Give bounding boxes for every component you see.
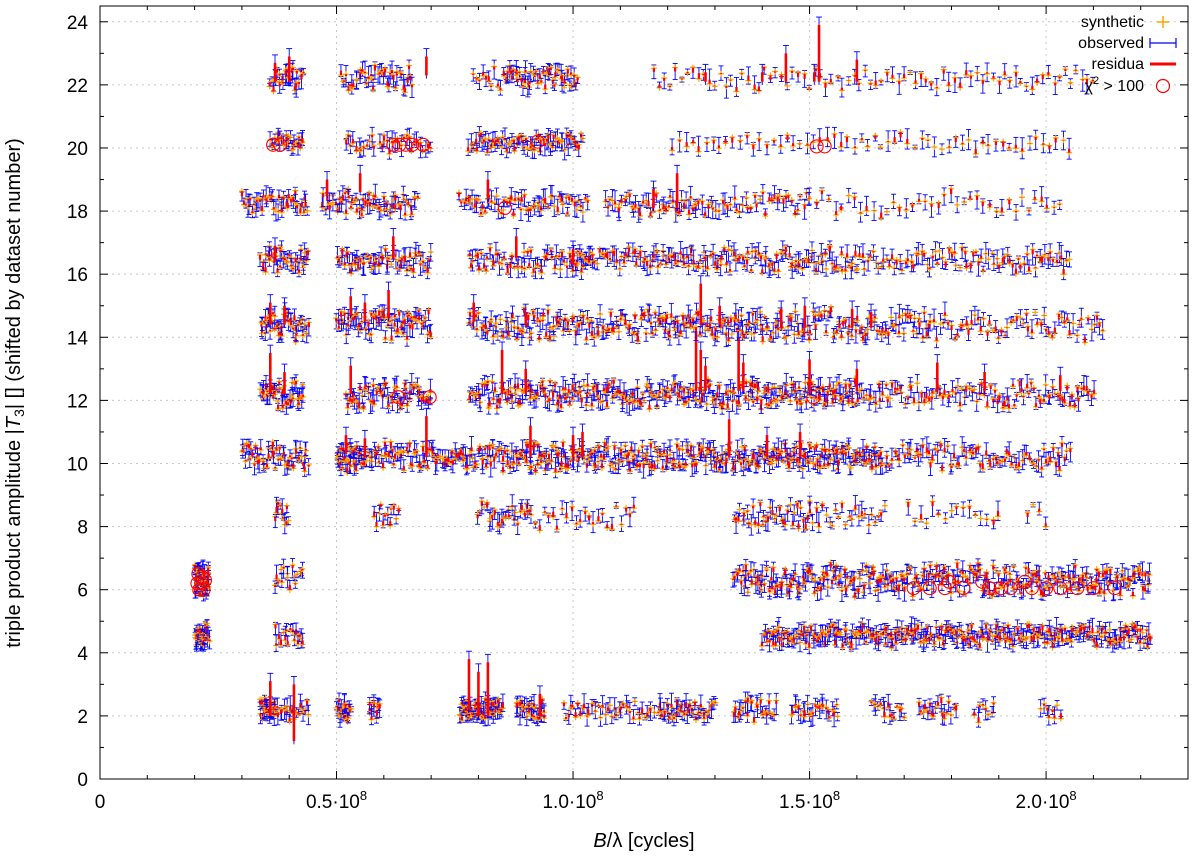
synthetic-point (562, 715, 569, 722)
synthetic-point (635, 709, 642, 716)
synthetic-point (606, 702, 613, 709)
synthetic-point (797, 711, 804, 718)
synthetic-point (206, 638, 213, 645)
synthetic-point (797, 639, 804, 646)
synthetic-point (298, 635, 305, 642)
synthetic-point (775, 623, 782, 630)
synthetic-point (523, 713, 530, 720)
synthetic-point (348, 705, 355, 712)
synthetic-point (597, 714, 604, 721)
synthetic-point (800, 707, 807, 714)
data-layer (190, 16, 1154, 745)
synthetic-point (989, 710, 996, 717)
dataset-series (257, 650, 1064, 745)
synthetic-point (592, 708, 599, 715)
dataset-series (191, 558, 1153, 602)
synthetic-point (898, 705, 905, 712)
dataset-series (192, 616, 1154, 655)
synthetic-point (373, 715, 380, 722)
synthetic-point (990, 699, 997, 706)
synthetic-point (712, 699, 719, 706)
